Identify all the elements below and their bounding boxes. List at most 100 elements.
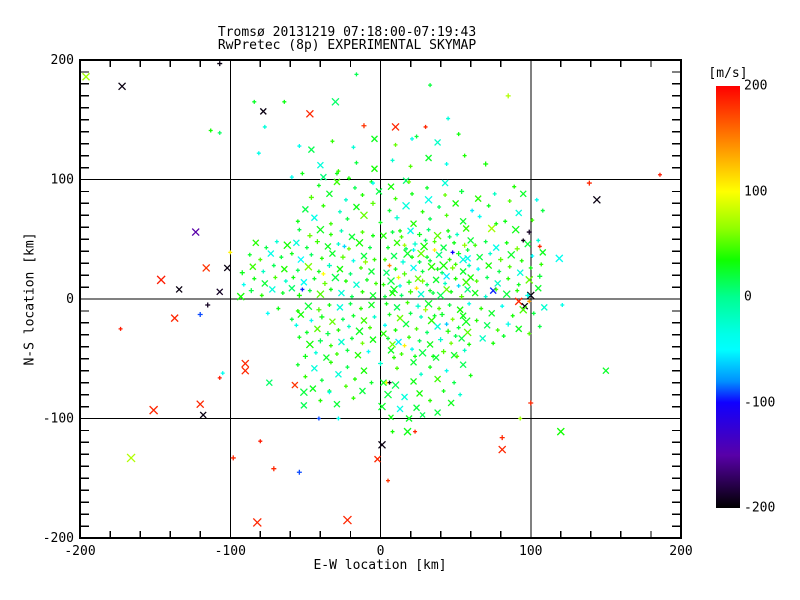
data-point-plus: [506, 276, 511, 281]
data-point-plus: [412, 241, 418, 247]
data-point-cross: [305, 109, 314, 118]
data-point-plus: [395, 366, 400, 371]
data-point-cross: [316, 290, 325, 299]
data-point-plus: [304, 245, 309, 250]
data-point-plus: [283, 279, 288, 284]
data-point-cross: [202, 263, 211, 272]
data-point-cross: [401, 393, 408, 401]
data-point-cross: [417, 290, 425, 298]
data-point-cross: [328, 250, 336, 258]
data-point-cross: [310, 214, 318, 222]
data-point-plus: [262, 124, 267, 129]
data-point-plus: [423, 238, 428, 243]
data-point-cross: [474, 195, 482, 203]
data-point-cross: [378, 440, 386, 449]
data-point-cross: [540, 303, 548, 311]
data-point-plus: [247, 252, 252, 257]
data-point-plus: [406, 279, 412, 285]
data-point-cross: [436, 291, 445, 300]
data-point-cross: [413, 404, 421, 412]
data-point-plus: [351, 258, 356, 263]
data-point-cross: [424, 195, 433, 204]
data-point-plus: [488, 251, 493, 256]
data-point-cross: [433, 231, 442, 240]
data-point-plus: [390, 158, 395, 163]
data-point-cross: [252, 518, 262, 527]
data-point-plus: [410, 136, 415, 141]
data-point-plus: [279, 255, 284, 260]
data-point-plus: [483, 294, 488, 299]
data-point-plus: [295, 362, 300, 367]
data-point-plus: [297, 335, 302, 340]
plot-title: Tromsø 20131219 07:18:00-07:19:43: [217, 25, 477, 40]
data-point-cross: [492, 244, 500, 252]
data-point-plus: [309, 318, 314, 323]
data-point-cross: [426, 340, 434, 348]
data-point-plus: [327, 390, 332, 395]
data-point-plus: [468, 373, 473, 378]
data-point-plus: [228, 250, 233, 255]
data-point-plus: [399, 234, 404, 239]
data-point-plus: [453, 334, 458, 339]
data-point-plus: [462, 242, 468, 248]
data-point-cross: [118, 82, 127, 91]
data-point-plus: [456, 132, 461, 137]
data-point-plus: [297, 144, 302, 149]
data-point-cross: [511, 225, 520, 234]
data-point-cross: [414, 275, 422, 283]
data-point-cross: [368, 301, 375, 309]
data-point-plus: [512, 184, 517, 189]
data-point-cross: [395, 338, 402, 346]
data-point-plus: [358, 265, 363, 270]
data-point-plus: [560, 302, 565, 307]
data-point-plus: [313, 350, 318, 355]
data-point-cross: [420, 242, 429, 251]
data-point-plus: [367, 325, 372, 330]
data-point-plus: [387, 263, 392, 268]
data-point-cross: [602, 367, 610, 375]
data-point-cross: [297, 256, 305, 264]
data-point-plus: [367, 245, 372, 250]
data-point-plus: [420, 269, 425, 274]
data-point-plus: [425, 185, 430, 190]
data-point-plus: [316, 416, 321, 421]
data-point-cross: [410, 220, 418, 228]
data-point-plus: [528, 400, 534, 406]
data-point-plus: [248, 288, 254, 294]
data-point-plus: [450, 250, 455, 255]
data-point-plus: [432, 248, 437, 253]
data-point-plus: [208, 128, 213, 133]
data-point-cross: [299, 388, 308, 397]
data-point-plus: [444, 213, 449, 218]
data-point-cross: [471, 289, 479, 297]
data-point-cross: [283, 241, 292, 250]
data-point-plus: [348, 271, 353, 276]
data-point-plus: [537, 324, 542, 329]
data-point-plus: [383, 257, 388, 262]
data-point-plus: [317, 338, 323, 344]
data-point-plus: [393, 196, 398, 201]
data-point-plus: [241, 282, 246, 287]
data-point-plus: [528, 265, 533, 270]
data-point-plus: [494, 287, 499, 292]
data-point-plus: [261, 269, 266, 274]
data-point-plus: [521, 238, 526, 243]
data-point-plus: [443, 193, 448, 198]
data-point-plus: [274, 239, 279, 244]
data-point-cross: [416, 389, 424, 397]
data-point-plus: [378, 361, 383, 367]
data-point-plus: [525, 292, 531, 298]
y-tick-label: 200: [51, 53, 74, 68]
data-point-plus: [456, 325, 461, 330]
data-point-cross: [507, 250, 516, 259]
data-point-plus: [428, 398, 433, 403]
data-point-cross: [447, 399, 455, 407]
data-point-plus: [384, 301, 389, 306]
data-point-plus: [343, 197, 348, 202]
data-point-cross: [556, 427, 565, 436]
data-point-cross: [371, 135, 378, 143]
data-point-cross: [389, 289, 396, 297]
data-point-plus: [370, 233, 375, 238]
data-point-plus: [453, 262, 458, 267]
data-point-cross: [383, 269, 390, 277]
